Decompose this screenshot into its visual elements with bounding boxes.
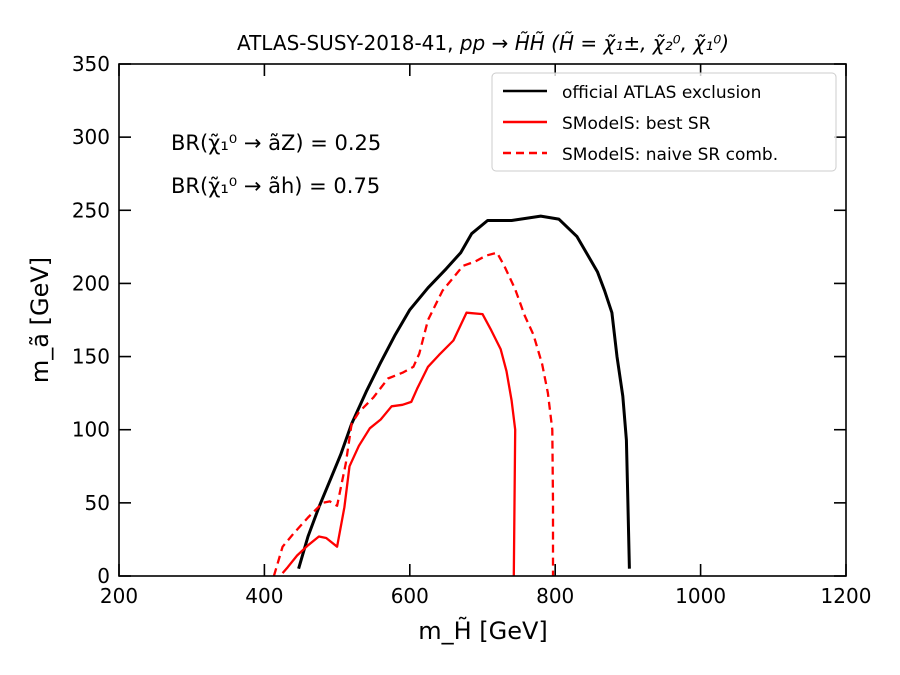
- series-line-atlas-exclusion: [297, 214, 631, 570]
- x-tick-label: 400: [245, 584, 283, 608]
- annotation-br-ah: BR(χ̃₁⁰ → ãh) = 0.75: [171, 174, 380, 198]
- x-tick-label: 800: [536, 584, 574, 608]
- series-line-smodels-naive-comb: [272, 251, 555, 577]
- chart-title-prefix: ATLAS-SUSY-2018-41,: [237, 31, 460, 55]
- y-tick-label: 250: [72, 198, 110, 222]
- legend-label-atlas: official ATLAS exclusion: [562, 83, 761, 103]
- x-axis-label: m_H̃ [GeV]: [418, 617, 548, 645]
- y-tick-label: 200: [72, 271, 110, 295]
- x-tick-label: 200: [100, 584, 138, 608]
- y-tick-label: 0: [97, 564, 110, 588]
- series-line-smodels-best-sr: [281, 311, 517, 577]
- y-tick-label: 50: [85, 491, 110, 515]
- chart-title-math: pp → H̃H̃ (H̃ = χ̃₁±, χ̃₂⁰, χ̃₁⁰): [459, 31, 729, 55]
- legend-box: [491, 72, 837, 172]
- chart-title: ATLAS-SUSY-2018-41, pp → H̃H̃ (H̃ = χ̃₁±…: [237, 31, 729, 55]
- axis-ticks: 200 400 600 800 1000 1200 0 50 100 150 200 250 300 35…: [72, 52, 872, 608]
- plot-frame: [118, 63, 847, 577]
- y-tick-label: 300: [72, 125, 110, 149]
- y-tick-label: 100: [72, 418, 110, 442]
- series-lines: [272, 214, 631, 577]
- x-tick-label: 1200: [821, 584, 872, 608]
- y-tick-label: 350: [72, 52, 110, 76]
- x-tick-label: 600: [391, 584, 429, 608]
- y-axis-label: m_ã [GeV]: [26, 257, 54, 383]
- y-tick-label: 150: [72, 345, 110, 369]
- annotation-br-az: BR(χ̃₁⁰ → ãZ) = 0.25: [171, 131, 381, 155]
- legend-label-naive-comb: SModelS: naive SR comb.: [562, 145, 778, 165]
- legend: official ATLAS exclusion SModelS: best S…: [491, 72, 837, 172]
- legend-label-best-sr: SModelS: best SR: [562, 114, 711, 134]
- x-tick-label: 1000: [675, 584, 726, 608]
